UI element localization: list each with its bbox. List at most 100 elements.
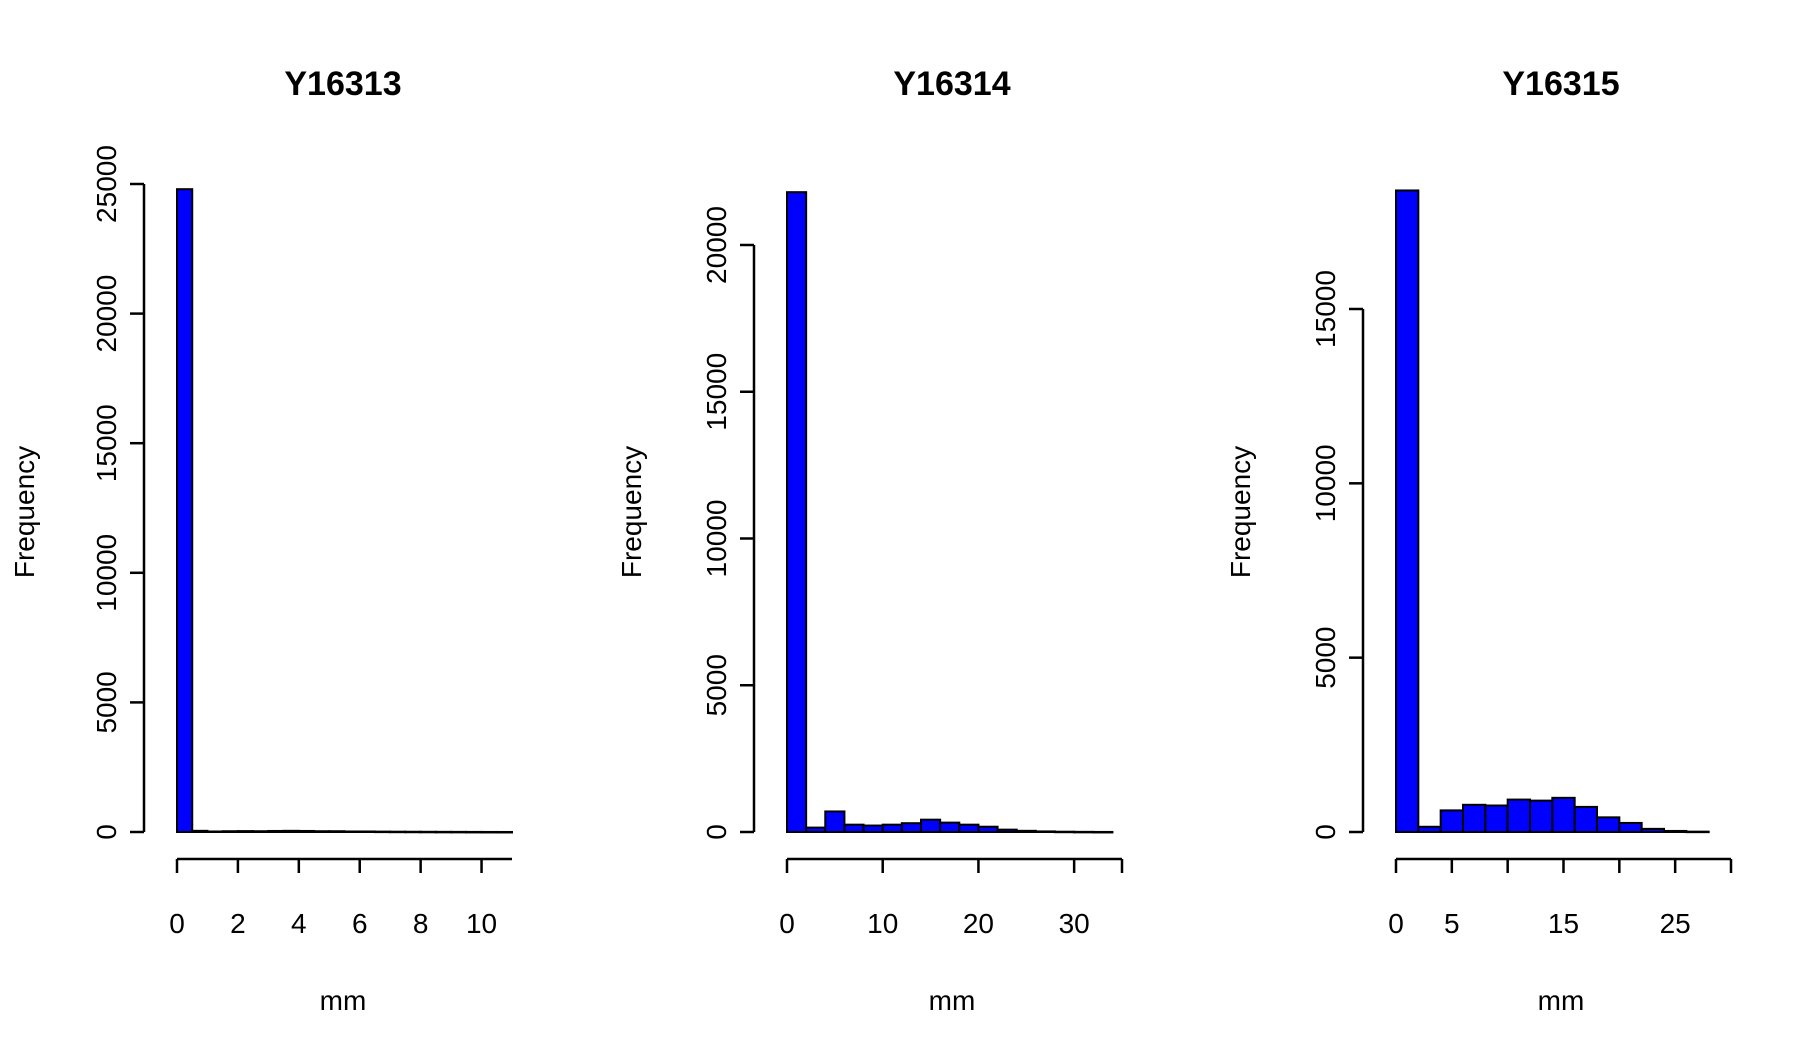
y-axis: 0 5000 10000 15000 20000: [701, 206, 756, 840]
y-tick-label: 10000: [1310, 444, 1341, 522]
histogram-bar: [900, 822, 922, 834]
panel-title: Y16315: [1502, 65, 1619, 103]
histogram-bar: [297, 829, 316, 833]
histogram-bar: [313, 830, 331, 834]
y-axis: 0 5000 10000 15000 20000 25000: [91, 145, 146, 840]
histogram-bar: [404, 830, 422, 834]
histogram-bar: [1417, 825, 1442, 834]
panel-y16315: Y16315 Frequency mm 0 5000 10000 15000 0 5 15…: [1225, 65, 1733, 1016]
y-tick-label: 15000: [91, 404, 122, 482]
y-tick-label: 5000: [91, 671, 122, 733]
y-axis: 0 5000 10000 15000: [1310, 270, 1365, 840]
y-tick-label: 10000: [91, 534, 122, 612]
panel-title: Y16313: [284, 65, 401, 103]
y-tick-label: 25000: [91, 145, 122, 223]
x-tick-label: 2: [230, 908, 246, 939]
histogram-bar: [221, 830, 239, 834]
histogram-bar: [1618, 821, 1643, 834]
histogram-bar: [419, 830, 437, 834]
panel-y16314: Y16314 Frequency mm 0 5000 10000 15000 20000…: [616, 65, 1124, 1016]
x-tick-label: 4: [291, 908, 307, 939]
histogram-bar: [328, 830, 346, 834]
histogram-bar: [373, 830, 392, 834]
y-tick-label: 15000: [701, 353, 732, 431]
x-tick-label: 0: [1388, 908, 1404, 939]
y-axis-label: Frequency: [616, 446, 647, 578]
x-tick-label: 25: [1660, 908, 1691, 939]
histogram-bar: [805, 826, 827, 833]
histogram-bar: [191, 829, 209, 834]
histogram-bar: [1640, 827, 1665, 833]
histogram-bar: [1596, 816, 1621, 834]
x-axis: 0 5 15 25: [1388, 857, 1733, 939]
histogram-bar: [1663, 829, 1688, 833]
histogram-bar: [206, 830, 224, 834]
y-axis-label: Frequency: [1225, 446, 1256, 578]
histogram-bar: [1015, 829, 1037, 833]
y-tick-label: 15000: [1310, 270, 1341, 348]
x-axis-label: mm: [320, 985, 367, 1016]
x-axis: 0 10 20 30: [779, 857, 1124, 939]
histogram-bar: [434, 830, 453, 834]
histogram-bar: [1439, 809, 1464, 834]
x-tick-label: 20: [963, 908, 994, 939]
histogram-bar: [1484, 804, 1509, 834]
histogram-bar: [176, 188, 194, 833]
x-axis-label: mm: [1538, 985, 1585, 1016]
histogram-bar: [996, 828, 1018, 833]
histogram-bar: [389, 830, 407, 834]
histogram-bar: [1551, 796, 1576, 834]
histogram-bar: [1685, 830, 1710, 834]
histogram-bar: [862, 824, 884, 834]
bars: [786, 191, 1114, 834]
x-tick-label: 10: [466, 908, 497, 939]
histogram-bar: [495, 830, 514, 834]
histogram-bar: [1034, 830, 1057, 834]
histogram-bar: [1462, 803, 1487, 834]
histogram-bar: [343, 830, 361, 834]
histogram-bar: [958, 823, 980, 833]
histogram-bar: [1529, 799, 1554, 833]
bars: [176, 188, 514, 834]
x-tick-label: 15: [1548, 908, 1579, 939]
y-tick-label: 5000: [1310, 627, 1341, 689]
x-tick-label: 5: [1444, 908, 1460, 939]
histogram-bar: [1054, 830, 1076, 834]
histogram-bar: [1395, 189, 1420, 834]
y-tick-label: 0: [91, 824, 122, 840]
histogram-bar: [236, 830, 255, 833]
histogram-bar: [480, 830, 498, 834]
y-tick-label: 20000: [91, 275, 122, 353]
histogram-bar: [450, 830, 468, 834]
panel-title: Y16314: [893, 65, 1010, 103]
y-tick-label: 0: [1310, 824, 1341, 840]
histogram-bar: [282, 829, 300, 834]
histogram-bar: [1573, 805, 1598, 833]
bars: [1395, 189, 1710, 834]
x-tick-label: 0: [169, 908, 185, 939]
y-tick-label: 5000: [701, 654, 732, 716]
histogram-bar: [920, 818, 942, 833]
histogram-bar: [358, 830, 376, 834]
x-tick-label: 8: [413, 908, 429, 939]
x-axis: 0 2 4 6 8 10: [169, 857, 512, 939]
x-tick-label: 0: [779, 908, 795, 939]
histogram-bar: [252, 830, 270, 834]
histogram-bar: [1073, 830, 1095, 834]
x-tick-label: 6: [352, 908, 368, 939]
y-tick-label: 0: [701, 824, 732, 840]
histogram-bar: [824, 810, 846, 834]
y-tick-label: 20000: [701, 206, 732, 284]
panel-y16313: Y16313 Frequency mm 0 5000 10000 15000 20000…: [9, 65, 514, 1016]
histogram-bar: [977, 825, 999, 833]
histogram-bar: [786, 191, 808, 834]
x-axis-label: mm: [929, 985, 976, 1016]
x-tick-label: 10: [867, 908, 898, 939]
histogram-bar: [1506, 798, 1531, 833]
y-tick-label: 10000: [701, 500, 732, 578]
histogram-bar: [881, 823, 903, 833]
histogram-bar: [843, 823, 865, 833]
x-tick-label: 30: [1059, 908, 1090, 939]
y-axis-label: Frequency: [9, 446, 40, 578]
